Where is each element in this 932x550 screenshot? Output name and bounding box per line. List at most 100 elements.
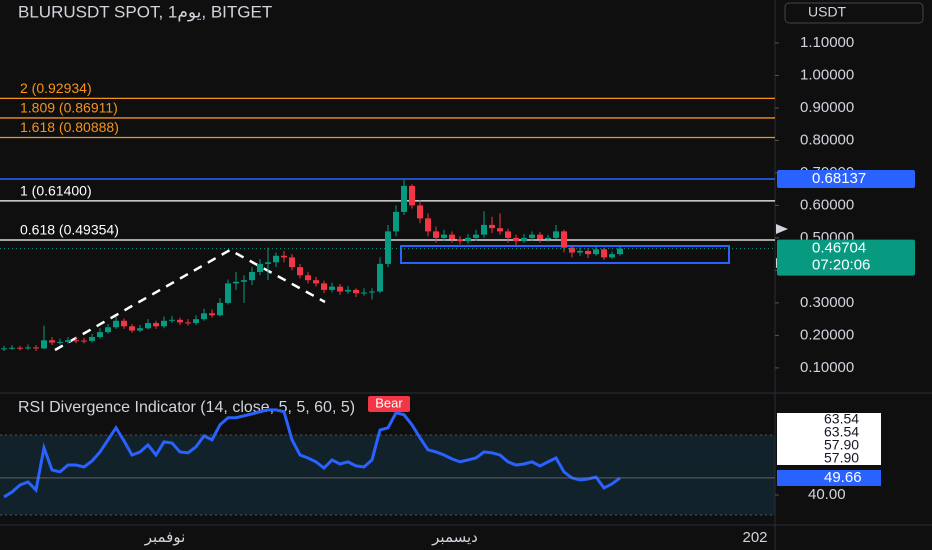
candle-body <box>297 267 303 276</box>
candle-body <box>1 348 7 350</box>
candle-body <box>489 224 495 229</box>
candle-body <box>81 340 87 342</box>
y-tick-label: 0.60000 <box>800 196 854 213</box>
currency-button[interactable] <box>784 2 924 24</box>
candle-body <box>569 247 575 253</box>
candle-body <box>513 237 519 242</box>
candle-body <box>9 347 15 349</box>
candle-body <box>377 263 383 292</box>
candle-body <box>609 254 615 258</box>
candle-body <box>41 340 47 349</box>
candle-body <box>337 286 343 292</box>
candle-body <box>249 272 255 281</box>
candle-body <box>433 231 439 238</box>
candle-body <box>481 224 487 235</box>
candle-body <box>361 292 367 294</box>
candle-body <box>129 326 135 331</box>
candle-body <box>145 323 151 329</box>
candle-body <box>593 249 599 255</box>
candle-body <box>17 347 23 349</box>
last-price-label: 0.46704 <box>812 240 866 257</box>
candle-body <box>33 347 39 349</box>
rsi-last-label: 49.66 <box>824 469 862 486</box>
candle-body <box>273 255 279 263</box>
candle-body <box>49 340 55 343</box>
axis-marker <box>776 224 788 234</box>
y-tick-label: 1.10000 <box>800 34 854 51</box>
candle-body <box>241 280 247 282</box>
candle-body <box>65 340 71 342</box>
rsi-tag <box>777 452 881 465</box>
x-tick-label: 202 <box>742 529 767 546</box>
candle-body <box>153 323 159 327</box>
candle-body <box>385 231 391 264</box>
candle-body <box>177 319 183 323</box>
rsi-tag-label: 63.54 <box>824 411 859 427</box>
y-tick-label: 0.30000 <box>800 294 854 311</box>
y-tick-label: 0.90000 <box>800 99 854 116</box>
candle-body <box>497 228 503 232</box>
rsi-title: RSI Divergence Indicator (14, close, 5, … <box>18 399 355 416</box>
signal-label: Bear <box>375 395 403 410</box>
fib-label: 1.809 (0.86911) <box>20 100 118 116</box>
candle-body <box>97 332 103 338</box>
candle-body <box>457 239 463 242</box>
candle-body <box>137 328 143 331</box>
candle-body <box>305 275 311 281</box>
candle-body <box>553 231 559 238</box>
fib-label: 1 (0.61400) <box>20 183 92 199</box>
candle-body <box>209 313 215 316</box>
fib-label: 0.618 (0.49354) <box>20 222 119 238</box>
fib-label: 1.618 (0.80888) <box>20 119 119 135</box>
candle-body <box>265 262 271 264</box>
countdown: 07:20:06 <box>812 257 870 274</box>
candle-body <box>161 320 167 327</box>
candle-body <box>73 340 79 342</box>
rsi-band <box>0 435 775 515</box>
y-tick-label: 0.80000 <box>800 131 854 148</box>
level-tag <box>777 169 915 188</box>
candle-body <box>225 283 231 303</box>
candle-body <box>417 205 423 219</box>
rsi-tag <box>777 439 881 452</box>
candle-body <box>217 302 223 316</box>
candle-body <box>409 185 415 206</box>
currency-label[interactable]: USDT <box>808 4 847 20</box>
candle-body <box>313 280 319 284</box>
rsi-last-tag <box>777 469 881 486</box>
rsi-tick-label: 40.00 <box>808 486 846 503</box>
candle-body <box>441 234 447 238</box>
candle-body <box>353 289 359 294</box>
rsi-tag-label: 63.54 <box>824 424 859 440</box>
candle-body <box>601 249 607 258</box>
candle-body <box>529 234 535 238</box>
candle-body <box>113 320 119 328</box>
x-tick-label: ديسمبر <box>431 529 478 546</box>
candle-body <box>169 319 175 321</box>
rsi-tag <box>777 426 881 439</box>
candle-body <box>185 322 191 324</box>
rsi-tag <box>777 413 881 426</box>
y-tick-label: 1.00000 <box>800 66 854 83</box>
y-tick-label: 0.20000 <box>800 326 854 343</box>
candle-body <box>401 185 407 212</box>
candle-body <box>393 211 399 232</box>
candle-body <box>449 234 455 240</box>
candle-body <box>505 231 511 238</box>
candle-body <box>473 234 479 238</box>
candle-body <box>561 231 567 248</box>
candle-body <box>289 257 295 268</box>
zigzag-drawing <box>54 248 326 352</box>
candle-body <box>585 250 591 255</box>
candle-body <box>345 289 351 292</box>
candle-body <box>617 248 623 255</box>
candle-body <box>233 281 239 284</box>
candle-body <box>25 347 31 349</box>
candle-body <box>321 283 327 290</box>
x-tick-label: نوفمبر <box>144 529 186 546</box>
candle-body <box>425 218 431 232</box>
candle-body <box>465 237 471 242</box>
candle-body <box>105 327 111 333</box>
fib-label: 2 (0.92934) <box>20 80 92 96</box>
